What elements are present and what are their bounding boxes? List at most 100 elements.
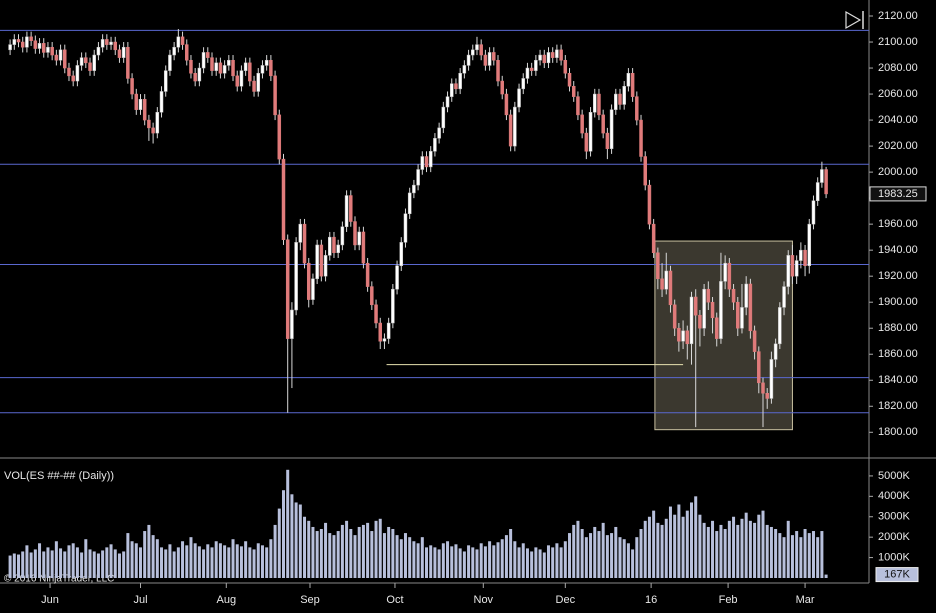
candle-body xyxy=(529,67,534,71)
candle-body xyxy=(210,57,214,71)
candle-body xyxy=(500,80,504,95)
candle-body xyxy=(248,62,252,82)
candle-body xyxy=(273,75,277,116)
volume-bar xyxy=(711,520,715,578)
volume-bar xyxy=(631,549,635,578)
candle-body xyxy=(117,49,122,58)
candle-body xyxy=(185,44,189,61)
candle-body xyxy=(614,93,618,110)
volume-bar xyxy=(307,520,311,578)
volume-bar xyxy=(193,543,197,578)
volume-bar xyxy=(761,510,765,578)
candle-body xyxy=(256,72,261,92)
volume-bar xyxy=(332,535,336,578)
volume-bar xyxy=(382,533,386,578)
volume-bar xyxy=(820,531,824,578)
volume-bar xyxy=(610,533,614,578)
volume-bar xyxy=(151,535,155,578)
volume-bar xyxy=(576,520,580,578)
candle-body xyxy=(517,88,521,108)
volume-bar xyxy=(681,516,685,578)
candle-body xyxy=(407,192,412,214)
candle-body xyxy=(437,127,441,139)
play-icon[interactable] xyxy=(845,10,862,30)
candle-body xyxy=(706,288,711,303)
volume-bar xyxy=(33,549,37,578)
candle-body xyxy=(496,59,500,82)
volume-bar xyxy=(458,548,462,578)
volume-bar xyxy=(517,547,521,578)
volume-bar xyxy=(113,549,117,578)
candle-body xyxy=(635,96,639,121)
volume-bar xyxy=(727,520,731,578)
volume-bar xyxy=(736,524,740,578)
candle-body xyxy=(744,283,748,308)
candle-body xyxy=(378,322,382,342)
candle-body xyxy=(513,106,517,147)
volume-bar xyxy=(46,547,50,578)
candle-body xyxy=(294,242,298,311)
volume-bar xyxy=(378,518,382,578)
volume-bar xyxy=(652,510,656,578)
volume-bar xyxy=(403,533,407,578)
scroll-end-button[interactable] xyxy=(845,10,864,30)
candle-body xyxy=(100,39,105,48)
volume-bar xyxy=(601,522,605,578)
volume-bar xyxy=(790,535,794,578)
candle-body xyxy=(790,255,795,277)
volume-bar xyxy=(639,529,643,578)
volume-bar xyxy=(580,529,584,578)
candle-body xyxy=(391,288,395,324)
volume-bar xyxy=(694,496,698,578)
y-tick-label: 1960.00 xyxy=(878,218,918,230)
volume-bar xyxy=(8,555,12,578)
candle-body xyxy=(550,52,555,58)
last-price-box xyxy=(869,186,927,202)
volume-bar xyxy=(425,547,429,578)
candle-body xyxy=(134,93,139,110)
candle-body xyxy=(736,301,740,329)
candle-body xyxy=(799,249,803,261)
candle-body xyxy=(58,49,63,61)
candle-body xyxy=(281,158,286,241)
candle-body xyxy=(757,351,761,384)
volume-bar xyxy=(593,526,597,578)
candle-body xyxy=(180,36,185,45)
volume-bar xyxy=(147,524,151,578)
volume-bar xyxy=(294,502,298,578)
volume-bar xyxy=(656,522,660,578)
volume-bar xyxy=(496,542,500,578)
candle-body xyxy=(601,114,605,134)
candle-body xyxy=(471,49,475,56)
volume-bar xyxy=(366,522,370,578)
candle-body xyxy=(668,270,673,306)
candle-body xyxy=(588,112,593,152)
volume-bar xyxy=(265,547,269,578)
candle-body xyxy=(820,169,824,183)
y-tick-label: 2100.00 xyxy=(878,36,918,48)
candle-body xyxy=(138,99,143,110)
candle-body xyxy=(740,307,744,329)
volume-bar xyxy=(525,548,529,578)
candle-body xyxy=(559,49,563,61)
volume-bar xyxy=(509,529,513,578)
candle-body xyxy=(92,54,96,71)
volume-bar xyxy=(357,526,361,578)
volume-bar xyxy=(673,514,677,578)
candle-body xyxy=(534,59,538,71)
y-tick-label: 2000.00 xyxy=(878,166,918,178)
volume-bar xyxy=(395,535,399,578)
candle-body xyxy=(285,239,290,339)
volume-bar xyxy=(786,520,790,578)
volume-bar xyxy=(782,537,786,578)
y-tick-label: 1860.00 xyxy=(878,348,918,360)
volume-bars xyxy=(8,469,828,578)
candle-body xyxy=(605,132,610,149)
volume-bar xyxy=(420,537,424,578)
y-tick-label: 3000K xyxy=(878,511,910,523)
candle-body xyxy=(504,93,509,116)
candle-body xyxy=(235,75,239,87)
candle-body xyxy=(811,200,816,225)
volume-bar xyxy=(164,549,168,578)
candle-body xyxy=(75,65,80,82)
